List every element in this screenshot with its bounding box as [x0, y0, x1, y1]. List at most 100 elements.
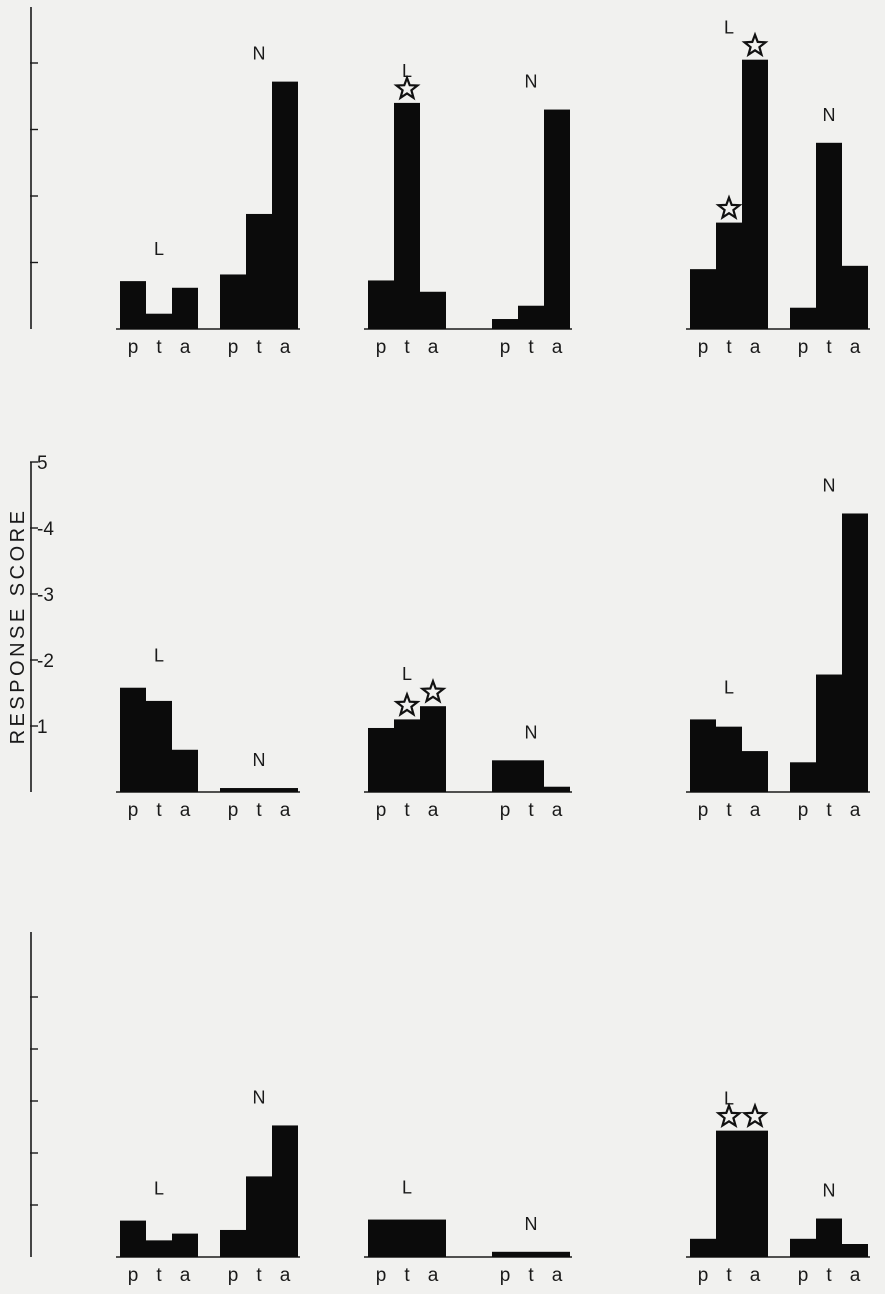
- x-tick-label-L-a: a: [750, 1265, 761, 1286]
- bar-panel5-L-a: [742, 751, 768, 792]
- group-label-N: N: [253, 1087, 266, 1107]
- significance-star-icon: [715, 194, 743, 221]
- bar-panel0-L-p: [120, 281, 146, 329]
- x-tick-label-N-p: p: [798, 1265, 809, 1286]
- y-tick-label: 1: [37, 717, 48, 738]
- bar-panel8-L-t: [716, 1130, 742, 1257]
- bar-panel4-L-p: [368, 727, 394, 792]
- bar-panel4-L-a: [420, 706, 446, 792]
- x-tick-label-N-p: p: [228, 1265, 239, 1286]
- y-tick-label: -3: [37, 585, 54, 606]
- x-tick-label-N-a: a: [280, 1265, 291, 1286]
- bar-panel1-N-p: [492, 319, 518, 329]
- bar-panel1-N-a: [544, 109, 570, 329]
- group-label-N: N: [525, 1214, 538, 1234]
- bar-panel0-N-t: [246, 213, 272, 329]
- x-tick-label-L-t: t: [404, 800, 410, 821]
- x-tick-label-N-p: p: [228, 337, 239, 358]
- x-tick-label-L-a: a: [750, 800, 761, 821]
- group-label-L: L: [402, 1178, 412, 1198]
- x-tick-label-L-p: p: [128, 337, 139, 358]
- y-tick-label: 5: [37, 453, 48, 474]
- x-tick-label-L-t: t: [404, 1265, 410, 1286]
- group-label-L: L: [402, 664, 412, 684]
- significance-star-icon: [715, 1102, 743, 1129]
- x-tick-label-L-a: a: [428, 337, 439, 358]
- x-tick-label-N-a: a: [552, 337, 563, 358]
- bar-panel3-N-a: [272, 788, 298, 792]
- x-tick-label-L-p: p: [376, 337, 387, 358]
- x-tick-label-L-p: p: [698, 800, 709, 821]
- x-tick-label-L-t: t: [726, 337, 732, 358]
- group-label-N: N: [823, 105, 836, 125]
- x-tick-label-N-a: a: [280, 337, 291, 358]
- x-tick-label-N-a: a: [850, 1265, 861, 1286]
- group-label-N: N: [525, 722, 538, 742]
- bar-panel4-N-t: [518, 760, 544, 792]
- group-label-L: L: [154, 239, 164, 259]
- x-tick-label-N-p: p: [798, 337, 809, 358]
- bar-panel4-L-t: [394, 719, 420, 792]
- y-axis-label: RESPONSE SCORE: [7, 508, 29, 745]
- x-tick-label-N-t: t: [528, 1265, 534, 1286]
- bar-panel7-N-p: [492, 1251, 518, 1257]
- group-label-N: N: [823, 1181, 836, 1201]
- bar-panel0-L-t: [146, 313, 172, 329]
- x-tick-label-N-p: p: [500, 800, 511, 821]
- bar-panel3-L-p: [120, 687, 146, 792]
- group-label-L: L: [724, 18, 734, 38]
- x-tick-label-N-t: t: [256, 337, 262, 358]
- significance-star-icon: [741, 31, 769, 58]
- bar-panel7-L-a: [420, 1219, 446, 1257]
- bar-panel6-L-p: [120, 1220, 146, 1257]
- bar-panel5-L-t: [716, 726, 742, 792]
- bar-panel1-L-p: [368, 280, 394, 329]
- significance-star-icon: [393, 74, 421, 101]
- x-tick-label-N-p: p: [228, 800, 239, 821]
- y-tick-label: -2: [37, 651, 54, 672]
- x-tick-label-L-a: a: [428, 800, 439, 821]
- x-tick-label-N-t: t: [256, 800, 262, 821]
- bar-panel4-N-p: [492, 760, 518, 792]
- bar-panel8-L-p: [690, 1238, 716, 1257]
- bar-panel1-L-t: [394, 102, 420, 330]
- x-tick-label-L-t: t: [726, 800, 732, 821]
- x-tick-label-L-p: p: [128, 1265, 139, 1286]
- group-label-N: N: [253, 750, 266, 770]
- y-tick-label: -4: [37, 519, 54, 540]
- x-tick-label-N-t: t: [528, 800, 534, 821]
- bar-panel5-N-a: [842, 513, 868, 792]
- x-tick-label-N-p: p: [500, 337, 511, 358]
- group-label-L: L: [724, 1089, 734, 1109]
- bar-panel3-L-a: [172, 749, 198, 792]
- bar-panel2-L-p: [690, 269, 716, 329]
- x-tick-label-N-a: a: [552, 1265, 563, 1286]
- x-tick-label-L-p: p: [698, 337, 709, 358]
- bar-panel5-N-t: [816, 674, 842, 792]
- x-tick-label-L-a: a: [180, 337, 191, 358]
- x-tick-label-N-a: a: [850, 800, 861, 821]
- significance-star-icon: [741, 1102, 769, 1129]
- x-tick-label-N-t: t: [256, 1265, 262, 1286]
- x-tick-label-L-t: t: [156, 337, 162, 358]
- group-label-L: L: [154, 646, 164, 666]
- bar-panel0-L-a: [172, 287, 198, 329]
- bar-panel7-N-t: [518, 1251, 544, 1257]
- x-tick-label-N-t: t: [528, 337, 534, 358]
- bar-panel7-N-a: [544, 1251, 570, 1257]
- bar-panel8-N-t: [816, 1218, 842, 1257]
- bar-panel3-L-t: [146, 700, 172, 792]
- bar-panel6-N-t: [246, 1176, 272, 1257]
- bar-panel6-L-t: [146, 1240, 172, 1257]
- bar-panel2-N-t: [816, 142, 842, 329]
- group-label-N: N: [525, 72, 538, 92]
- x-tick-label-L-t: t: [156, 800, 162, 821]
- bars-layer: [120, 59, 868, 1257]
- bar-panel6-N-p: [220, 1229, 246, 1257]
- x-tick-label-L-p: p: [376, 800, 387, 821]
- bar-panel0-N-p: [220, 274, 246, 329]
- x-tick-label-N-p: p: [500, 1265, 511, 1286]
- bar-panel1-N-t: [518, 305, 544, 329]
